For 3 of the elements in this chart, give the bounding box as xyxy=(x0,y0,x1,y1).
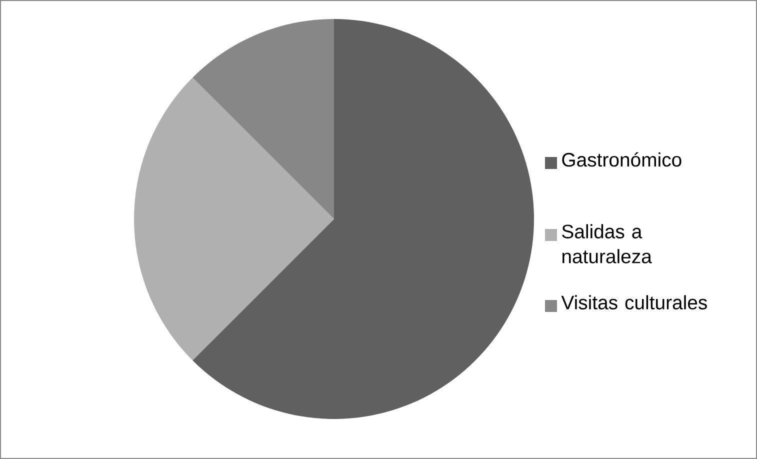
legend-label: Salidas a naturaleza xyxy=(562,224,652,264)
legend-label: Visitas culturales xyxy=(561,295,707,310)
legend-label: Gastronómico xyxy=(562,152,682,167)
